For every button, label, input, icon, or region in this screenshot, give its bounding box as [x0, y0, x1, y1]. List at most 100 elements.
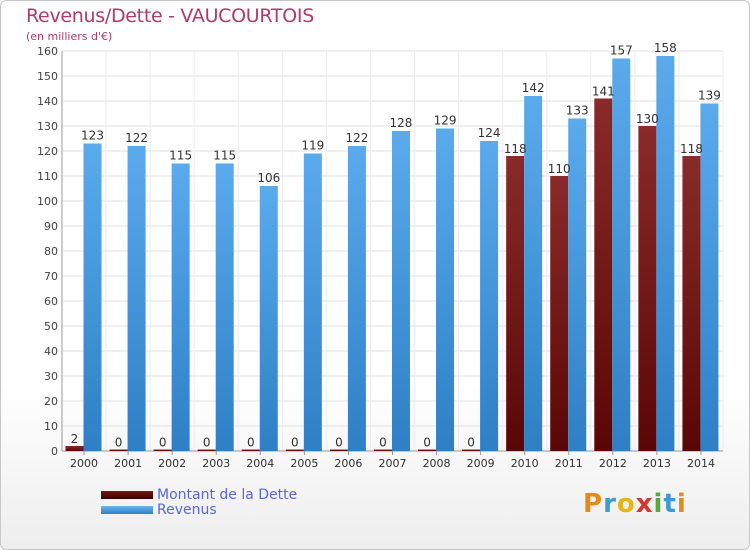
bar-debt — [153, 449, 172, 451]
logo-letter-x: x — [635, 489, 654, 519]
bar-revenue — [480, 141, 499, 451]
y-tick-label: 100 — [37, 195, 58, 208]
data-label-revenue: 106 — [257, 171, 280, 185]
data-label-debt: 110 — [548, 162, 571, 176]
logo-letter-i: i — [653, 489, 664, 519]
proxiti-logo: Proxiti — [583, 489, 687, 519]
bar-debt — [285, 449, 304, 451]
data-label-debt: 2 — [71, 432, 79, 446]
y-tick-label: 110 — [37, 170, 58, 183]
bar-revenue — [391, 131, 410, 451]
data-label-debt: 0 — [159, 436, 167, 450]
logo-letter-p: P — [583, 489, 604, 519]
bar-revenue — [347, 146, 366, 451]
bar-debt — [638, 126, 657, 451]
data-label-revenue: 124 — [478, 126, 501, 140]
y-tick-label: 60 — [44, 295, 58, 308]
x-tick-label: 2004 — [246, 457, 274, 470]
x-tick-label: 2012 — [599, 457, 627, 470]
logo-letter-r: r — [603, 489, 617, 519]
data-label-debt: 130 — [636, 112, 659, 126]
bar-revenue — [524, 96, 543, 451]
y-tick-label: 30 — [44, 370, 58, 383]
logo-letter-o: o — [616, 489, 636, 519]
x-tick-label: 2000 — [70, 457, 98, 470]
bar-debt — [65, 446, 84, 451]
x-tick-label: 2007 — [379, 457, 407, 470]
x-tick-label: 2011 — [555, 457, 583, 470]
data-label-debt: 141 — [592, 85, 615, 99]
legend-label-debt: Montant de la Dette — [157, 487, 298, 503]
y-tick-label: 0 — [51, 445, 58, 458]
data-label-debt: 0 — [335, 436, 343, 450]
bar-debt — [462, 449, 481, 451]
data-label-debt: 118 — [504, 142, 527, 156]
y-tick-label: 10 — [44, 420, 58, 433]
x-tick-label: 2009 — [467, 457, 495, 470]
y-tick-label: 20 — [44, 395, 58, 408]
legend-swatch-debt — [101, 491, 153, 499]
data-label-revenue: 123 — [81, 129, 104, 143]
y-tick-label: 160 — [37, 45, 58, 58]
x-tick-label: 2005 — [290, 457, 318, 470]
data-label-debt: 0 — [247, 436, 255, 450]
data-label-revenue: 115 — [169, 149, 192, 163]
legend-swatch-revenue — [101, 506, 153, 514]
bar-debt — [682, 156, 701, 451]
data-label-revenue: 158 — [654, 41, 677, 55]
bar-debt — [418, 449, 437, 451]
y-tick-label: 90 — [44, 220, 58, 233]
bar-debt — [506, 156, 525, 451]
x-tick-label: 2001 — [114, 457, 142, 470]
y-tick-label: 140 — [37, 95, 58, 108]
bar-debt — [109, 449, 128, 451]
bar-revenue — [612, 58, 631, 451]
data-label-revenue: 129 — [434, 114, 457, 128]
chart-title: Revenus/Dette - VAUCOURTOIS — [26, 5, 314, 27]
y-tick-label: 70 — [44, 270, 58, 283]
bar-debt — [197, 449, 216, 451]
chart-subtitle: (en milliers d'€) — [26, 30, 113, 43]
data-label-revenue: 115 — [213, 149, 236, 163]
logo-letter-i2: i — [676, 489, 687, 519]
label-layer: 2 123 0 122 0 115 0 115 0 106 0 119 0 122 0 128 0 129 0 124… — [71, 41, 721, 450]
x-tick-label: 2002 — [158, 457, 186, 470]
bar-revenue — [171, 163, 190, 451]
y-tick-label: 50 — [44, 320, 58, 333]
bar-revenue — [436, 128, 455, 451]
x-tick-label: 2006 — [334, 457, 362, 470]
data-label-revenue: 133 — [566, 104, 589, 118]
x-tick-label: 2014 — [687, 457, 715, 470]
data-label-revenue: 142 — [522, 81, 545, 95]
data-label-debt: 118 — [680, 142, 703, 156]
y-tick-label: 150 — [37, 70, 58, 83]
bar-revenue — [303, 153, 322, 451]
data-label-revenue: 128 — [390, 116, 413, 130]
bar-debt — [329, 449, 348, 451]
bar-debt — [550, 176, 569, 451]
y-tick-label: 120 — [37, 145, 58, 158]
data-label-revenue: 122 — [345, 131, 368, 145]
bar-revenue — [656, 56, 675, 451]
data-label-revenue: 139 — [698, 89, 721, 103]
bar-layer — [65, 56, 719, 451]
y-tick-label: 80 — [44, 245, 58, 258]
data-label-revenue: 119 — [301, 139, 324, 153]
bar-revenue — [700, 103, 719, 451]
data-label-debt: 0 — [203, 436, 211, 450]
data-label-debt: 0 — [379, 436, 387, 450]
data-label-debt: 0 — [291, 436, 299, 450]
bar-revenue — [83, 143, 102, 451]
legend-label-revenue: Revenus — [157, 502, 217, 518]
data-label-debt: 0 — [467, 436, 475, 450]
bar-revenue — [127, 146, 146, 451]
bar-revenue — [568, 118, 587, 451]
x-tick-label: 2013 — [643, 457, 671, 470]
data-label-debt: 0 — [423, 436, 431, 450]
data-label-revenue: 122 — [125, 131, 148, 145]
y-tick-label: 130 — [37, 120, 58, 133]
bar-debt — [594, 98, 613, 451]
data-label-revenue: 157 — [610, 44, 633, 58]
